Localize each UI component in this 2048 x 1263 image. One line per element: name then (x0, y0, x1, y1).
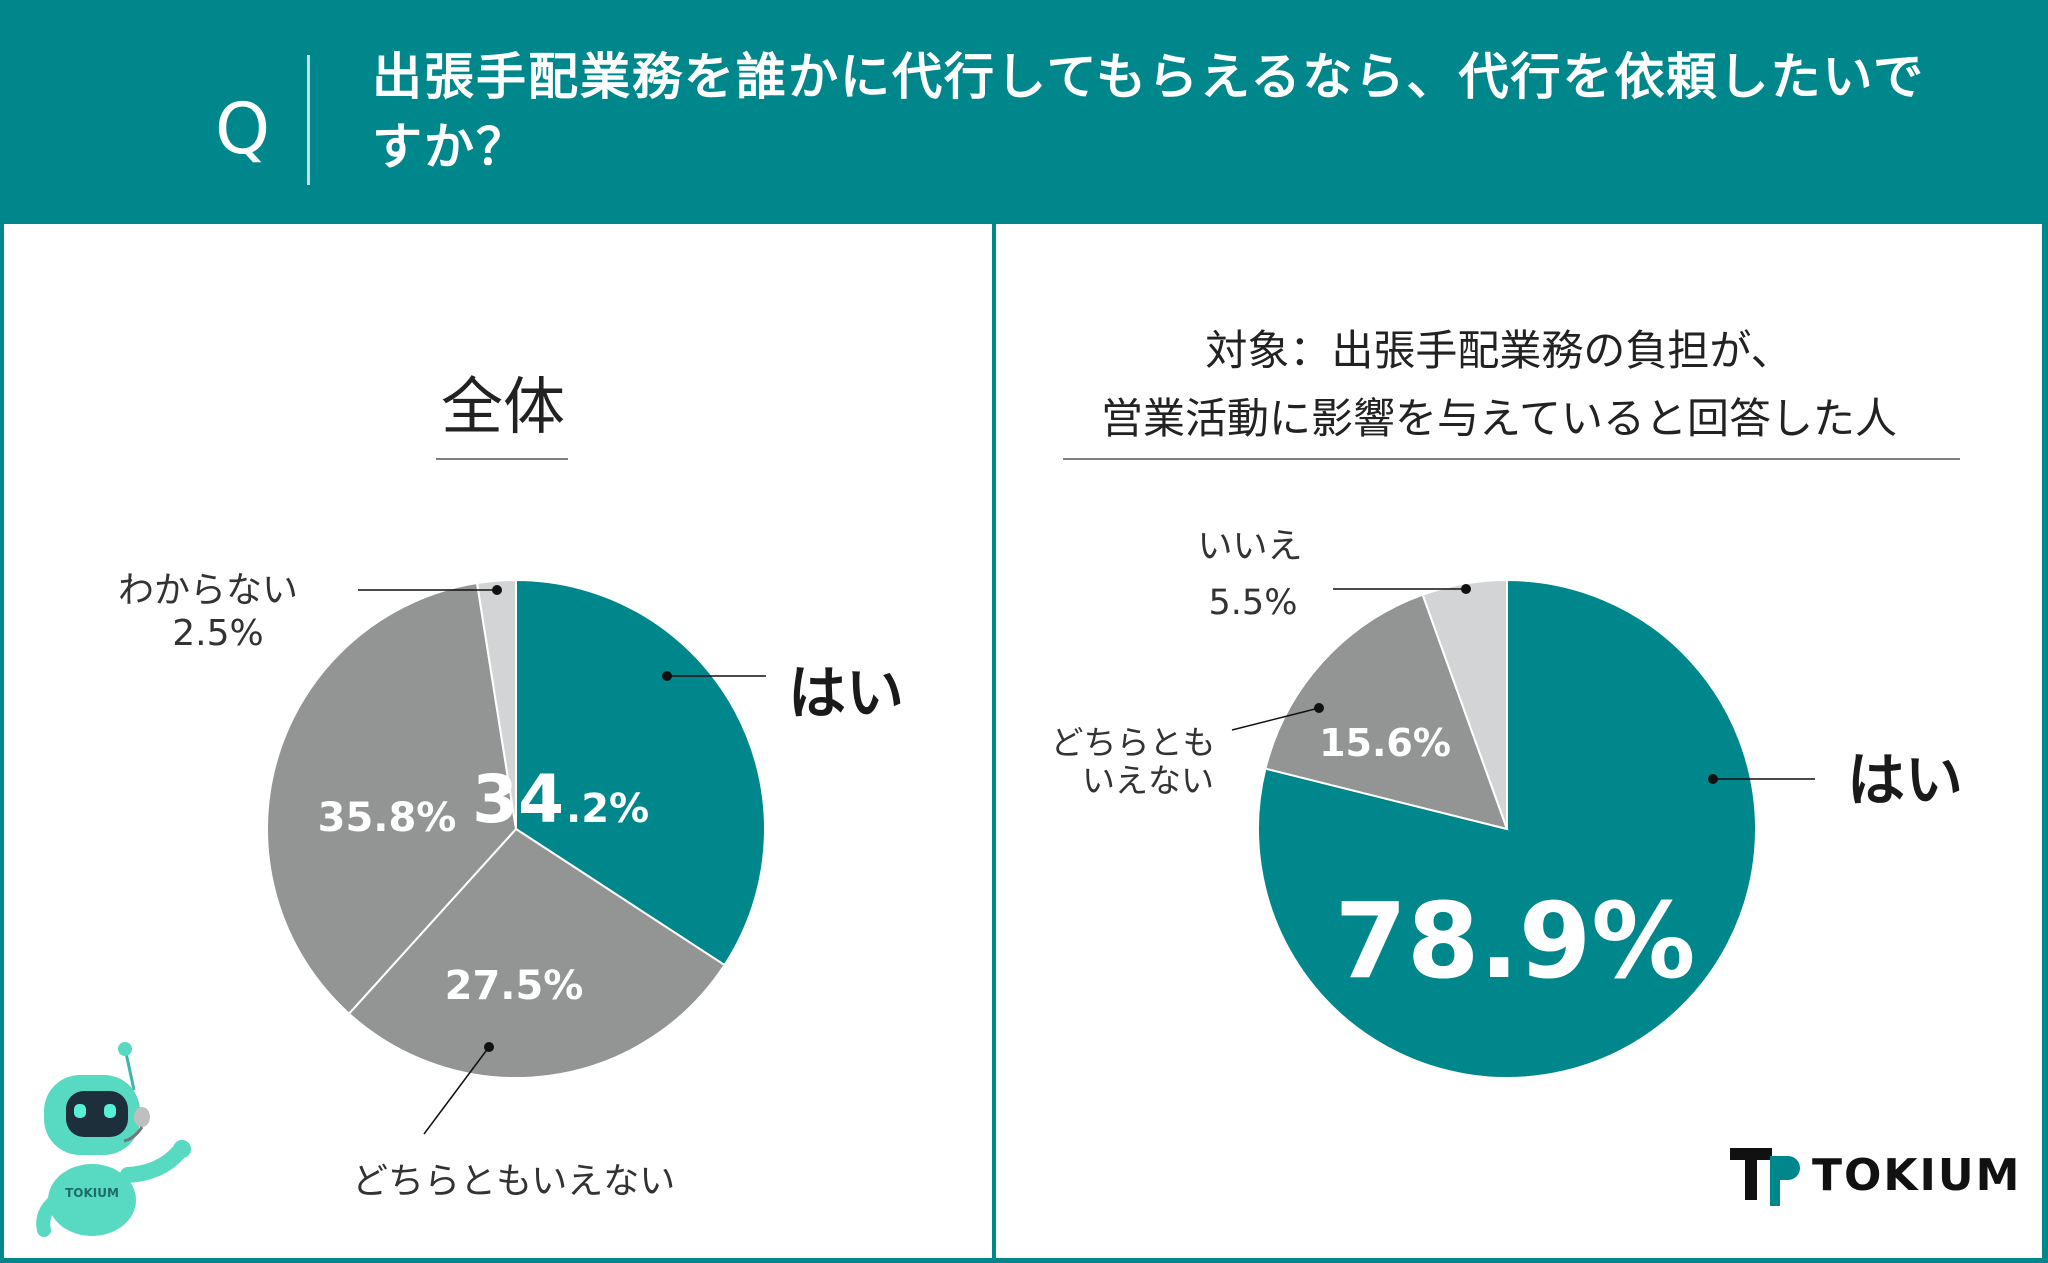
pct-yes: 78.9% (1335, 880, 1696, 1002)
pie-slice-neutral (1264, 593, 1509, 831)
pct-no: 35.8% (318, 795, 457, 841)
leader-line-neutral (423, 1046, 490, 1135)
brand-name: TOKIUM (1812, 1150, 2022, 1201)
label-neutral: どちらともいえない (352, 1161, 675, 1202)
chart-title-affected-line1: 対象：出張手配業務の負担が、 (1205, 326, 1792, 375)
chart-title-overall: 全体 (441, 370, 565, 443)
question-text: 出張手配業務を誰かに代行してもらえるなら、代行を依頼したいですか？ (372, 48, 1925, 176)
pie-slice-neutral (347, 827, 726, 1079)
robot-mascot-icon: TOKIUM (36, 1042, 191, 1237)
leader-line-neutral (1231, 707, 1320, 731)
label-neutral-line1: どちらとも (1051, 723, 1216, 762)
label-yes: はい (788, 659, 904, 727)
pct-yes-main: 34 (472, 761, 564, 838)
question-mark: Q (215, 88, 271, 170)
label-yes: はい (1847, 746, 1963, 814)
tokium-logo-icon (1730, 1148, 1800, 1206)
pie-slice-no (266, 581, 518, 1016)
label-unknown-pct: 2.5% (172, 613, 263, 654)
label-no-pct: 5.5% (1209, 583, 1298, 623)
pie-slice-unknown (475, 578, 517, 830)
pct-yes-tail: .2% (566, 786, 649, 832)
chart-title-affected-line2: 営業活動に影響を与えていると回答した人 (1101, 394, 1897, 443)
label-unknown: わからない (118, 570, 298, 611)
robot-badge: TOKIUM (65, 1186, 119, 1200)
header-divider (307, 55, 310, 185)
pct-neutral: 15.6% (1319, 721, 1451, 765)
pct-neutral: 27.5% (445, 963, 584, 1009)
question-header: Q 出張手配業務を誰かに代行してもらえるなら、代行を依頼したいですか？ (0, 0, 2048, 222)
label-neutral-line2: いえない (1082, 761, 1214, 800)
pie-slice-no (1421, 578, 1508, 830)
label-no: いいえ (1197, 527, 1302, 567)
